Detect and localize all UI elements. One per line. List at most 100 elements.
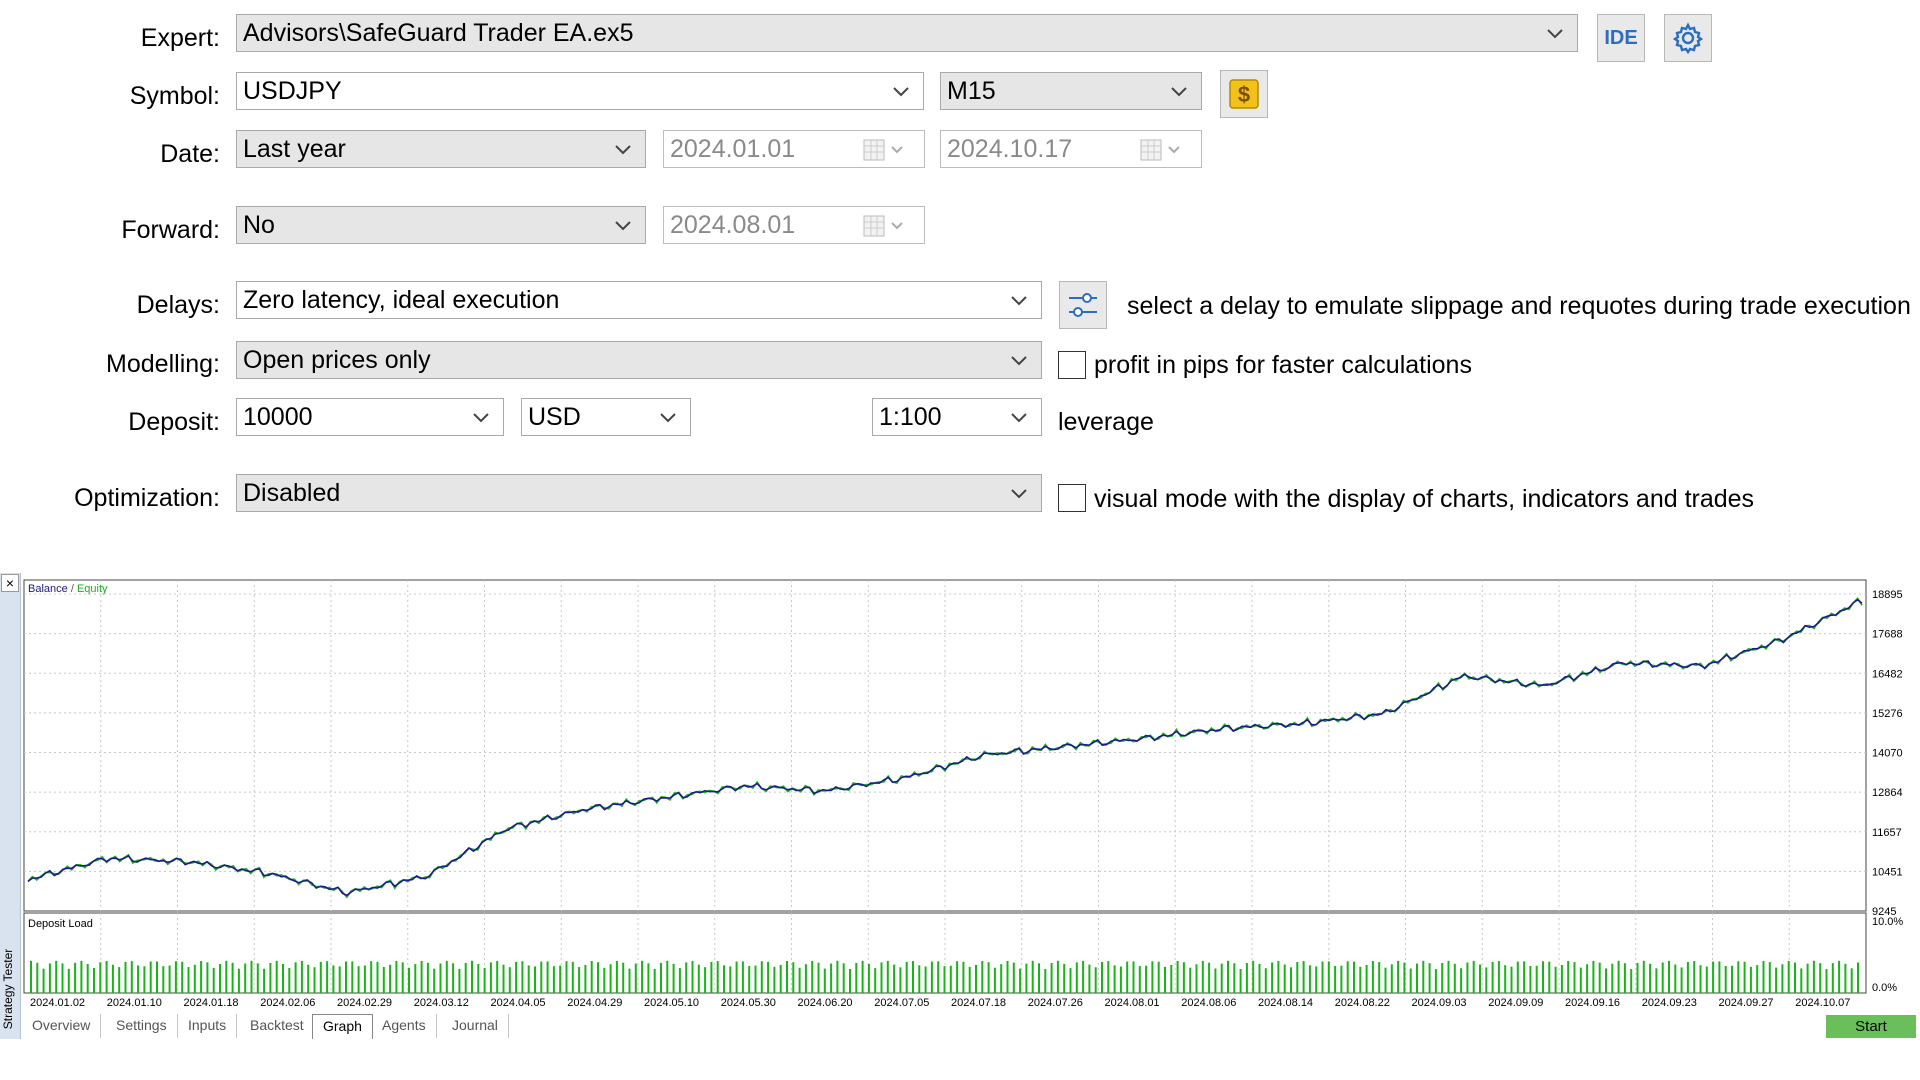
- deposit-load-bar: [1069, 968, 1072, 993]
- deposit-load-bar: [1686, 962, 1689, 993]
- date-from-field[interactable]: 2024.01.01: [663, 130, 925, 168]
- deposit-load-bar: [1466, 962, 1469, 993]
- deposit-load-bar: [1113, 965, 1116, 993]
- expert-settings-button[interactable]: [1664, 14, 1712, 62]
- tab-graph[interactable]: Graph: [312, 1014, 373, 1039]
- delay-settings-button[interactable]: [1059, 281, 1107, 329]
- date-range-select[interactable]: Last year: [236, 130, 646, 168]
- period-select[interactable]: M15: [940, 72, 1202, 110]
- deposit-load-bar: [1844, 963, 1847, 993]
- chevron-down-icon: [1011, 356, 1027, 366]
- deposit-load-bar: [225, 960, 228, 993]
- y-tick-label: 15276: [1872, 708, 1903, 720]
- tab-journal[interactable]: Journal: [442, 1014, 509, 1038]
- deposit-load-bar: [1800, 968, 1803, 993]
- deposit-load-bar: [622, 962, 625, 993]
- profit-in-pips-checkbox[interactable]: [1058, 351, 1086, 379]
- deposit-load-bar: [502, 964, 505, 993]
- tab-settings[interactable]: Settings: [106, 1014, 178, 1038]
- deposit-load-bar: [666, 960, 669, 993]
- forward-select[interactable]: No: [236, 206, 646, 244]
- period-value: M15: [947, 77, 996, 105]
- leverage-select[interactable]: 1:100: [872, 398, 1042, 436]
- forward-date-field[interactable]: 2024.08.01: [663, 206, 925, 244]
- deposit-load-bar: [886, 960, 889, 993]
- tab-agents[interactable]: Agents: [372, 1014, 437, 1038]
- deposit-load-bar: [653, 968, 656, 993]
- optimization-select[interactable]: Disabled: [236, 474, 1042, 512]
- deposit-load-bar: [156, 961, 158, 993]
- modelling-value: Open prices only: [243, 346, 431, 374]
- tab-inputs[interactable]: Inputs: [178, 1014, 238, 1038]
- deposit-load-bar: [1208, 962, 1211, 993]
- deposit-load-bar: [1560, 965, 1563, 993]
- x-tick-label: 2024.08.22: [1335, 997, 1390, 1009]
- deposit-select[interactable]: 10000: [236, 398, 504, 436]
- deposit-load-bar: [1775, 967, 1778, 993]
- deposit-load-bar: [1258, 963, 1261, 993]
- deposit-load-bar: [496, 960, 499, 993]
- deposit-load-bar: [1535, 965, 1538, 993]
- ide-label: IDE: [1604, 26, 1638, 49]
- deposit-load-bar: [786, 961, 788, 993]
- deposit-load-bar: [1182, 962, 1185, 993]
- chevron-down-icon: [1011, 489, 1027, 499]
- deposit-load-bar: [1737, 961, 1740, 993]
- date-to-field[interactable]: 2024.10.17: [940, 130, 1202, 168]
- deposit-load-bar: [609, 964, 612, 993]
- optimization-value: Disabled: [243, 479, 341, 507]
- deposit-load-bar: [615, 960, 618, 993]
- tab-backtest[interactable]: Backtest: [240, 1014, 315, 1038]
- tab-overview[interactable]: Overview: [22, 1014, 102, 1038]
- deposit-load-bar: [1743, 961, 1746, 993]
- deposit-load-bar: [1302, 961, 1305, 993]
- x-tick-label: 2024.01.02: [30, 997, 85, 1009]
- deposit-load-bar: [1825, 969, 1828, 993]
- symbol-properties-button[interactable]: $: [1220, 70, 1268, 118]
- deposit-load-bar: [899, 967, 902, 993]
- deposit-load-bar: [36, 962, 39, 993]
- deposit-load-bar: [1321, 961, 1324, 993]
- deposit-load-bar: [99, 962, 102, 993]
- leverage-value: 1:100: [879, 403, 942, 431]
- deposit-load-bar: [912, 961, 914, 993]
- deposit-load-bar: [1359, 966, 1362, 993]
- deposit-load-bar: [1075, 962, 1078, 993]
- optimization-label: Optimization:: [74, 484, 220, 512]
- deposit-load-bar: [1857, 962, 1859, 993]
- chevron-down-icon: [1547, 29, 1563, 39]
- ide-button[interactable]: IDE: [1597, 14, 1645, 62]
- chevron-down-icon: [615, 221, 631, 231]
- deposit-load-bar: [93, 968, 95, 993]
- deposit-load-bar: [773, 966, 776, 993]
- expert-select[interactable]: Advisors\SafeGuard Trader EA.ex5: [236, 14, 1578, 52]
- deposit-load-bar: [893, 964, 896, 993]
- deposit-load-bar: [67, 968, 70, 993]
- close-icon[interactable]: ×: [1, 574, 19, 592]
- modelling-select[interactable]: Open prices only: [236, 341, 1042, 379]
- tester-side-strip: [0, 573, 21, 1039]
- deposit-load-bar: [1025, 963, 1028, 993]
- deposit-load-bar: [918, 965, 921, 993]
- deposit-load-bar: [540, 961, 543, 993]
- start-button[interactable]: Start: [1826, 1015, 1916, 1038]
- deposit-load-bar: [1094, 967, 1097, 993]
- deposit-load-bar: [685, 962, 688, 993]
- deposit-load-bar: [1680, 967, 1683, 993]
- deposit-load-bar: [508, 967, 511, 993]
- delays-select[interactable]: Zero latency, ideal execution: [236, 281, 1042, 319]
- symbol-select[interactable]: USDJPY: [236, 72, 924, 110]
- deposit-load-bar: [1151, 961, 1154, 993]
- y-tick-label: 16482: [1872, 668, 1903, 680]
- deposit-load-bar: [1579, 967, 1582, 993]
- visual-mode-checkbox[interactable]: [1058, 484, 1086, 512]
- deposit-load-bar: [836, 960, 839, 993]
- deposit-load-bar: [735, 961, 738, 993]
- deposit-load-bar: [1762, 961, 1765, 993]
- y-tick-label: 9245: [1872, 906, 1896, 918]
- deposit-load-bar: [1567, 961, 1570, 993]
- currency-select[interactable]: USD: [521, 398, 691, 436]
- deposit-load-bar: [408, 967, 410, 993]
- deposit-load-bar: [1831, 963, 1834, 993]
- deposit-load-bar: [250, 960, 253, 993]
